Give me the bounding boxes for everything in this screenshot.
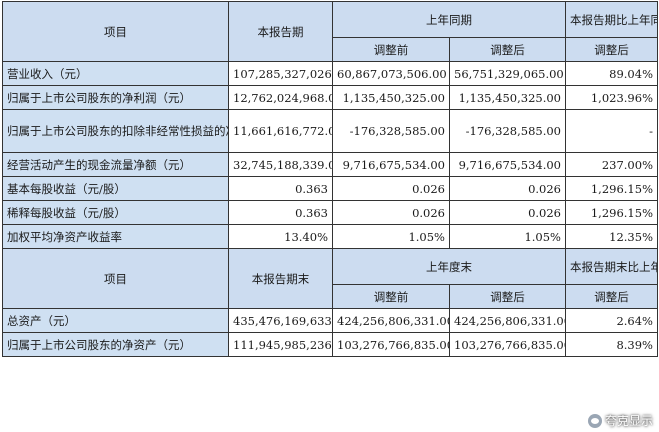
- cell-after: 0.026: [449, 200, 566, 225]
- row-label: 营业收入（元）: [2, 61, 229, 86]
- cell-after: 56,751,329,065.00: [449, 61, 566, 86]
- cell-after: 103,276,766,835.00: [449, 332, 566, 357]
- header-item: 项目: [2, 248, 229, 309]
- table-row: 归属于上市公司股东的净资产（元） 111,945,985,236.00 103,…: [2, 332, 658, 357]
- header-prior-period: 上年同期: [332, 1, 566, 38]
- cell-current: 111,945,985,236.00: [228, 332, 333, 357]
- watermark-text: 夸克显示: [604, 414, 653, 428]
- header-current-period: 本报告期: [228, 1, 333, 62]
- section1-header-row: 项目 本报告期 上年同期 本报告期比上年同期增减: [2, 1, 658, 62]
- header-change: 本报告期比上年同期增减: [565, 1, 658, 38]
- cell-before: 0.026: [332, 176, 450, 201]
- cell-current: 12,762,024,968.00: [228, 85, 333, 110]
- header-prior-year-end: 上年度末: [332, 248, 566, 285]
- cell-current: 32,745,188,339.00: [228, 152, 333, 177]
- table-row: 经营活动产生的现金流量净额（元） 32,745,188,339.00 9,716…: [2, 152, 658, 177]
- cell-before: 60,867,073,506.00: [332, 61, 450, 86]
- header-change-after-adjustment: 调整后: [565, 37, 658, 62]
- table-row: 归属于上市公司股东的净利润（元） 12,762,024,968.00 1,135…: [2, 85, 658, 110]
- row-label: 归属于上市公司股东的扣除非经常性损益的净利润（元）: [2, 109, 229, 153]
- table-row: 归属于上市公司股东的扣除非经常性损益的净利润（元） 11,661,616,772…: [2, 109, 658, 153]
- header-change: 本报告期末比上年度末增减: [565, 248, 658, 285]
- cell-after: 1,135,450,325.00: [449, 85, 566, 110]
- cell-current: 0.363: [228, 200, 333, 225]
- cell-before: 1.05%: [332, 224, 450, 249]
- row-label: 总资产（元）: [2, 308, 229, 333]
- cell-change: -: [565, 109, 658, 153]
- financial-data-table: 项目 本报告期 上年同期 本报告期比上年同期增减 调整前 调整后 调整后 营业收…: [2, 1, 658, 357]
- table-row: 营业收入（元） 107,285,327,026.00 60,867,073,50…: [2, 61, 658, 86]
- header-before-adjustment: 调整前: [332, 284, 450, 309]
- row-label: 基本每股收益（元/股）: [2, 176, 229, 201]
- cell-after: 9,716,675,534.00: [449, 152, 566, 177]
- cell-change: 89.04%: [565, 61, 658, 86]
- cell-current: 107,285,327,026.00: [228, 61, 333, 86]
- wechat-icon: [587, 413, 602, 428]
- watermark: 夸克显示: [587, 412, 653, 429]
- row-label: 稀释每股收益（元/股）: [2, 200, 229, 225]
- table-row: 稀释每股收益（元/股） 0.363 0.026 0.026 1,296.15%: [2, 200, 658, 225]
- cell-before: -176,328,585.00: [332, 109, 450, 153]
- cell-current: 13.40%: [228, 224, 333, 249]
- cell-after: -176,328,585.00: [449, 109, 566, 153]
- cell-change: 237.00%: [565, 152, 658, 177]
- header-item: 项目: [2, 1, 229, 62]
- header-before-adjustment: 调整前: [332, 37, 450, 62]
- cell-change: 1,023.96%: [565, 85, 658, 110]
- cell-current: 435,476,169,633.00: [228, 308, 333, 333]
- row-label: 归属于上市公司股东的净资产（元）: [2, 332, 229, 357]
- cell-change: 1,296.15%: [565, 200, 658, 225]
- table-row: 加权平均净资产收益率 13.40% 1.05% 1.05% 12.35%: [2, 224, 658, 249]
- header-change-after-adjustment: 调整后: [565, 284, 658, 309]
- cell-change: 1,296.15%: [565, 176, 658, 201]
- header-current-period-end: 本报告期末: [228, 248, 333, 309]
- row-label: 加权平均净资产收益率: [2, 224, 229, 249]
- cell-before: 103,276,766,835.00: [332, 332, 450, 357]
- table-row: 总资产（元） 435,476,169,633.00 424,256,806,33…: [2, 308, 658, 333]
- header-after-adjustment: 调整后: [449, 284, 566, 309]
- cell-current: 11,661,616,772.00: [228, 109, 333, 153]
- cell-before: 0.026: [332, 200, 450, 225]
- cell-change: 8.39%: [565, 332, 658, 357]
- cell-current: 0.363: [228, 176, 333, 201]
- table-row: 基本每股收益（元/股） 0.363 0.026 0.026 1,296.15%: [2, 176, 658, 201]
- header-after-adjustment: 调整后: [449, 37, 566, 62]
- section2-header-row: 项目 本报告期末 上年度末 本报告期末比上年度末增减: [2, 248, 658, 309]
- row-label: 经营活动产生的现金流量净额（元）: [2, 152, 229, 177]
- cell-before: 9,716,675,534.00: [332, 152, 450, 177]
- cell-before: 1,135,450,325.00: [332, 85, 450, 110]
- cell-change: 12.35%: [565, 224, 658, 249]
- section2-subheader-row: 调整前 调整后 调整后: [3, 284, 658, 309]
- section1-subheader-row: 调整前 调整后 调整后: [3, 37, 658, 62]
- cell-after: 424,256,806,331.00: [449, 308, 566, 333]
- cell-after: 1.05%: [449, 224, 566, 249]
- row-label: 归属于上市公司股东的净利润（元）: [2, 85, 229, 110]
- cell-before: 424,256,806,331.00: [332, 308, 450, 333]
- cell-after: 0.026: [449, 176, 566, 201]
- cell-change: 2.64%: [565, 308, 658, 333]
